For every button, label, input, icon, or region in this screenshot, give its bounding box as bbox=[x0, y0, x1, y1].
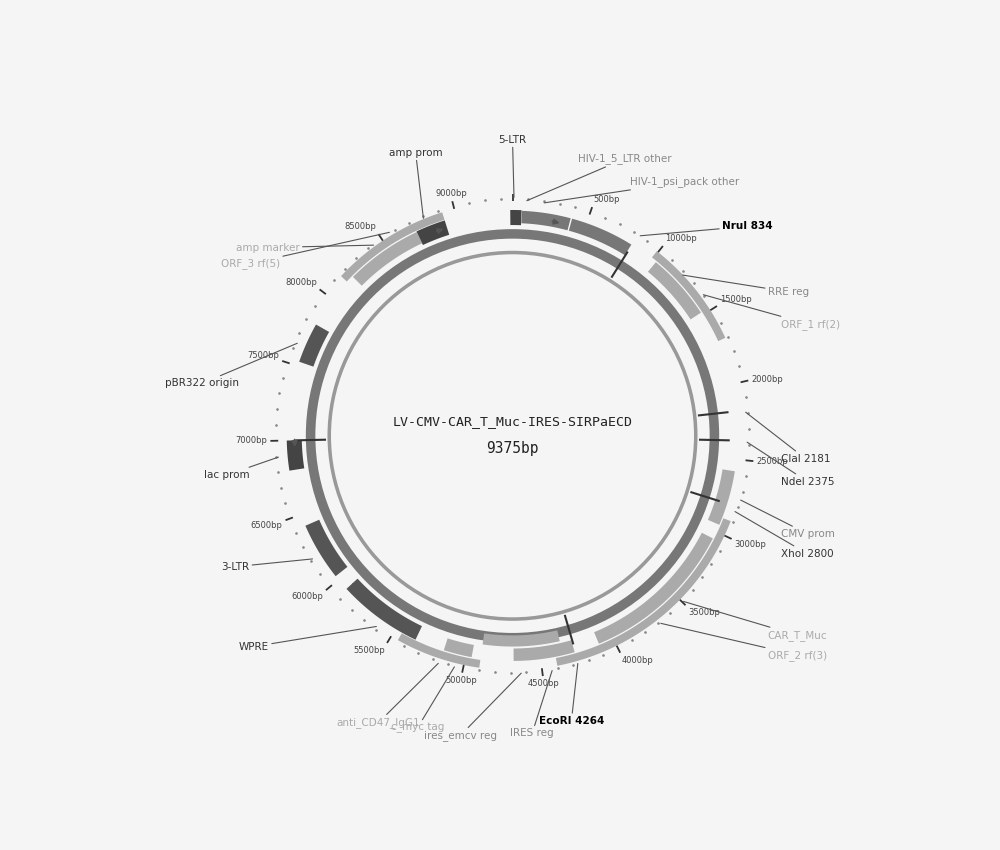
Polygon shape bbox=[521, 211, 571, 230]
Text: 8500bp: 8500bp bbox=[345, 223, 377, 231]
Text: 8000bp: 8000bp bbox=[285, 279, 317, 287]
Polygon shape bbox=[353, 232, 422, 286]
Text: 4500bp: 4500bp bbox=[527, 679, 559, 689]
Text: NdeI 2375: NdeI 2375 bbox=[747, 442, 834, 486]
Text: 6500bp: 6500bp bbox=[251, 521, 282, 530]
Polygon shape bbox=[346, 579, 422, 640]
Text: 9000bp: 9000bp bbox=[436, 189, 467, 198]
Text: 1500bp: 1500bp bbox=[720, 295, 751, 304]
Polygon shape bbox=[287, 440, 304, 471]
Polygon shape bbox=[305, 519, 347, 576]
Text: 1000bp: 1000bp bbox=[665, 235, 697, 243]
Text: pBR322 origin: pBR322 origin bbox=[165, 343, 297, 388]
Text: 5000bp: 5000bp bbox=[446, 676, 477, 685]
Text: 2000bp: 2000bp bbox=[751, 375, 783, 384]
Text: 3-LTR: 3-LTR bbox=[221, 559, 313, 572]
Text: 500bp: 500bp bbox=[593, 195, 620, 204]
Text: amp marker: amp marker bbox=[236, 242, 374, 252]
Polygon shape bbox=[594, 533, 713, 643]
Text: 7500bp: 7500bp bbox=[247, 351, 279, 360]
Polygon shape bbox=[398, 633, 480, 668]
Polygon shape bbox=[708, 469, 735, 524]
Text: 4000bp: 4000bp bbox=[622, 655, 653, 665]
Text: CMV prom: CMV prom bbox=[741, 500, 835, 539]
Polygon shape bbox=[299, 325, 329, 366]
Polygon shape bbox=[444, 638, 474, 657]
Text: HIV-1_psi_pack other: HIV-1_psi_pack other bbox=[544, 176, 740, 203]
Text: anti_CD47_IgG1: anti_CD47_IgG1 bbox=[337, 663, 438, 728]
Text: IRES reg: IRES reg bbox=[510, 671, 554, 739]
Polygon shape bbox=[510, 210, 522, 225]
Text: lac prom: lac prom bbox=[204, 457, 278, 480]
Polygon shape bbox=[483, 631, 560, 647]
Text: amp prom: amp prom bbox=[389, 148, 442, 218]
Text: ORF_1 rf(2): ORF_1 rf(2) bbox=[703, 295, 840, 330]
Text: ires_emcv reg: ires_emcv reg bbox=[424, 673, 521, 741]
Text: ORF_2 rf(3): ORF_2 rf(3) bbox=[661, 623, 827, 660]
Text: 3500bp: 3500bp bbox=[688, 608, 720, 616]
Text: RRE reg: RRE reg bbox=[683, 275, 809, 297]
Text: c_myc tag: c_myc tag bbox=[391, 667, 454, 733]
Text: XhoI 2800: XhoI 2800 bbox=[735, 512, 833, 558]
Text: WPRE: WPRE bbox=[239, 626, 376, 652]
Text: 9375bp: 9375bp bbox=[486, 441, 539, 456]
Polygon shape bbox=[569, 218, 631, 255]
Polygon shape bbox=[341, 212, 445, 281]
Polygon shape bbox=[514, 640, 575, 661]
Text: 3000bp: 3000bp bbox=[735, 541, 766, 549]
Text: EcoRI 4264: EcoRI 4264 bbox=[539, 664, 604, 726]
Text: 2500bp: 2500bp bbox=[757, 457, 788, 466]
Text: HIV-1_5_LTR other: HIV-1_5_LTR other bbox=[527, 153, 672, 201]
Text: ClaI 2181: ClaI 2181 bbox=[746, 412, 830, 464]
Polygon shape bbox=[648, 262, 701, 320]
Text: LV-CMV-CAR_T_Muc-IRES-SIRPaECD: LV-CMV-CAR_T_Muc-IRES-SIRPaECD bbox=[392, 415, 633, 428]
Text: 7000bp: 7000bp bbox=[235, 436, 267, 445]
Text: 5500bp: 5500bp bbox=[354, 646, 385, 654]
Text: CAR_T_Muc: CAR_T_Muc bbox=[684, 602, 827, 641]
Text: 5-LTR: 5-LTR bbox=[498, 134, 527, 197]
Text: NruI 834: NruI 834 bbox=[640, 221, 773, 235]
Text: 6000bp: 6000bp bbox=[292, 592, 323, 601]
Polygon shape bbox=[417, 220, 449, 245]
Polygon shape bbox=[652, 252, 725, 341]
Polygon shape bbox=[556, 518, 731, 666]
Text: ORF_3 rf(5): ORF_3 rf(5) bbox=[221, 232, 389, 269]
